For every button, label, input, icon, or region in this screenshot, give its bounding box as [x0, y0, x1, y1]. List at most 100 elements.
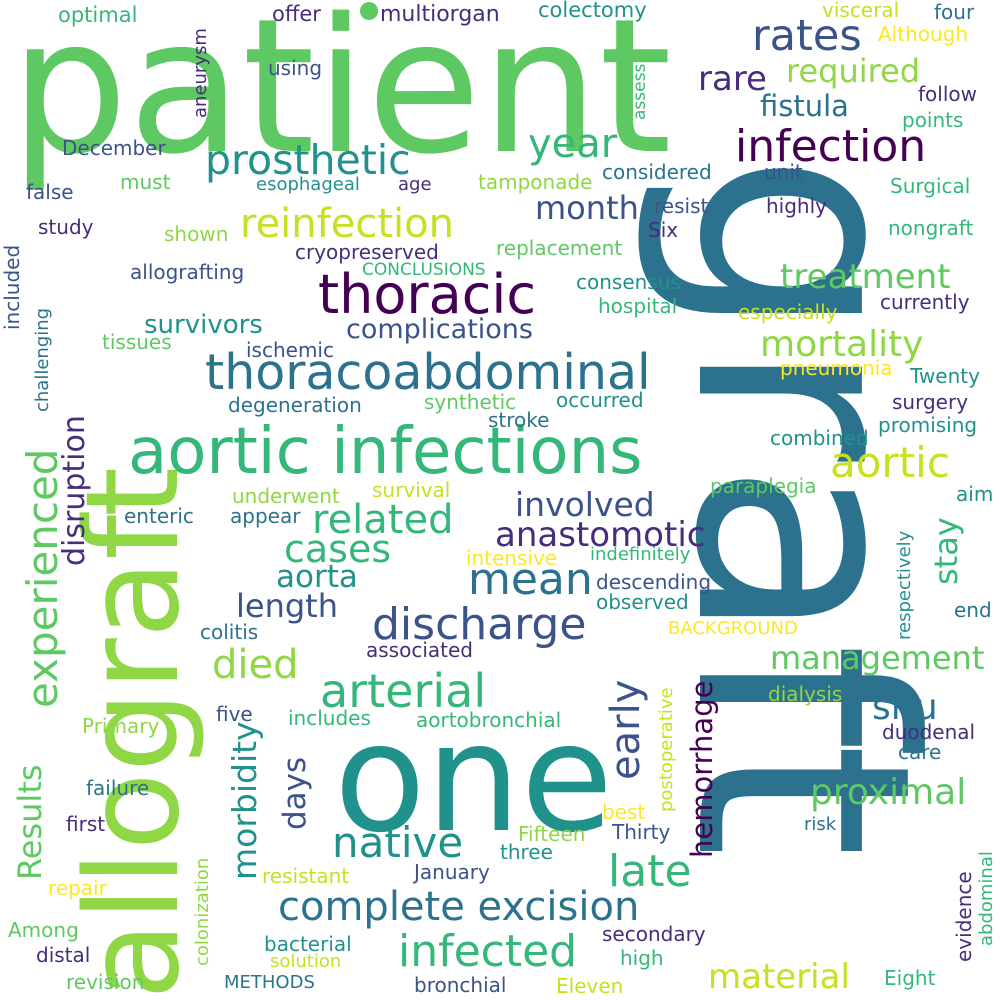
word-end: end — [954, 598, 992, 622]
word-colitis: colitis — [200, 620, 259, 644]
word-combined: combined — [770, 426, 869, 450]
word-consensus: consensus — [576, 270, 681, 294]
word-allografting: allografting — [130, 260, 245, 284]
word-infection: infection — [735, 121, 927, 172]
word-offer: offer — [272, 2, 321, 26]
word-among: Among — [8, 918, 79, 942]
word-respectively: respectively — [894, 530, 915, 640]
word-background: BACKGROUND — [668, 618, 798, 639]
word-fistula: fistula — [760, 89, 849, 123]
word-survivors: survivors — [144, 310, 263, 340]
word-resistant: resistant — [262, 864, 350, 888]
word-situ: situ — [872, 687, 938, 728]
word-first: first — [66, 812, 106, 836]
word-patient: patient — [10, 0, 672, 195]
word-using: using — [268, 56, 323, 80]
word-complications: complications — [346, 314, 533, 345]
word-resist: resist — [654, 194, 709, 218]
word-promising: promising — [878, 413, 978, 437]
word-secondary: secondary — [602, 922, 706, 946]
word-indefinitely: indefinitely — [590, 544, 691, 565]
word-eight: Eight — [884, 966, 936, 990]
word-required: required — [786, 52, 921, 90]
word-false: false — [26, 180, 74, 204]
word-care: care — [898, 740, 942, 764]
word-nongraft: nongraft — [888, 216, 974, 240]
word-appear: appear — [230, 504, 301, 528]
word-repair: repair — [48, 876, 107, 900]
word-aortic-infections: aortic infections — [128, 415, 643, 489]
word-mortality: mortality — [760, 324, 924, 365]
word-considered: considered — [602, 160, 712, 184]
word-late: late — [608, 846, 692, 897]
word-aortobronchial: aortobronchial — [416, 708, 562, 732]
word-month: month — [535, 189, 639, 227]
word-best: best — [602, 800, 646, 824]
word-synthetic: synthetic — [424, 390, 517, 414]
word-aortic: aortic — [830, 438, 950, 487]
word-postoperative: postoperative — [656, 687, 677, 812]
word-three: three — [500, 840, 553, 864]
word-failure: failure — [86, 776, 150, 800]
word-thoracoabdominal: thoracoabdominal — [205, 344, 651, 401]
word-colectomy: colectomy — [538, 0, 647, 22]
word-assess: assess — [630, 63, 650, 120]
word-challenging: challenging — [32, 307, 53, 412]
word-study: study — [38, 215, 94, 239]
word-survival: survival — [372, 478, 451, 502]
word-tissues: tissues — [102, 330, 172, 354]
word-distal: distal — [36, 943, 91, 967]
word-highly: highly — [766, 194, 827, 218]
word-involved: involved — [515, 485, 655, 524]
word-enteric: enteric — [124, 504, 194, 528]
word-hospital: hospital — [598, 294, 678, 318]
word-reinfection: reinfection — [240, 201, 454, 247]
word-associated: associated — [366, 638, 473, 662]
word-points: points — [902, 108, 964, 132]
word-conclusions: CONCLUSIONS — [362, 260, 486, 280]
word-cryopreserved: cryopreserved — [295, 240, 439, 264]
word-although: Although — [878, 22, 969, 46]
word-optimal: optimal — [58, 3, 138, 27]
word-surgery: surgery — [892, 390, 969, 414]
word-tamponade: tamponade — [478, 170, 593, 194]
word-disruption: disruption — [57, 415, 92, 566]
word-five: five — [216, 702, 253, 726]
word-december: December — [62, 136, 166, 160]
word-six: Six — [648, 218, 679, 242]
word-methods: METHODS — [224, 972, 315, 993]
word-days: days — [277, 756, 313, 830]
word-fifteen: Fifteen — [518, 822, 586, 846]
word-paraplegia: paraplegia — [710, 474, 817, 498]
word-thoracic: thoracic — [318, 263, 537, 326]
dot-glyph — [360, 2, 378, 20]
word-native: native — [332, 818, 464, 867]
word-follow: follow — [918, 82, 977, 106]
word-treatment: treatment — [780, 257, 951, 297]
word-visceral: visceral — [822, 0, 900, 22]
word-colonization: colonization — [192, 857, 213, 966]
word-includes: includes — [288, 706, 371, 730]
word-proximal: proximal — [810, 772, 967, 813]
word-observed: observed — [596, 590, 689, 614]
word-revision: revision — [66, 970, 145, 994]
word-management: management — [770, 639, 985, 677]
word-stay: stay — [927, 517, 965, 585]
word-twenty: Twenty — [910, 364, 980, 388]
word-stroke: stroke — [488, 408, 550, 432]
word-related: related — [312, 497, 454, 543]
word-abdominal: abdominal — [976, 851, 997, 946]
word-bronchial: bronchial — [414, 973, 507, 997]
word-thirty: Thirty — [612, 820, 671, 844]
word-primary: Primary — [82, 714, 160, 738]
word-shown: shown — [164, 222, 229, 246]
word-aorta: aorta — [276, 559, 358, 595]
word-one: one — [334, 692, 614, 866]
word-january: January — [414, 860, 490, 884]
word-discharge: discharge — [372, 599, 587, 650]
word-risk: risk — [804, 814, 837, 835]
word-cases: cases — [284, 527, 392, 571]
word-anastomotic: anastomotic — [495, 515, 706, 555]
word-surgical: Surgical — [890, 174, 971, 198]
